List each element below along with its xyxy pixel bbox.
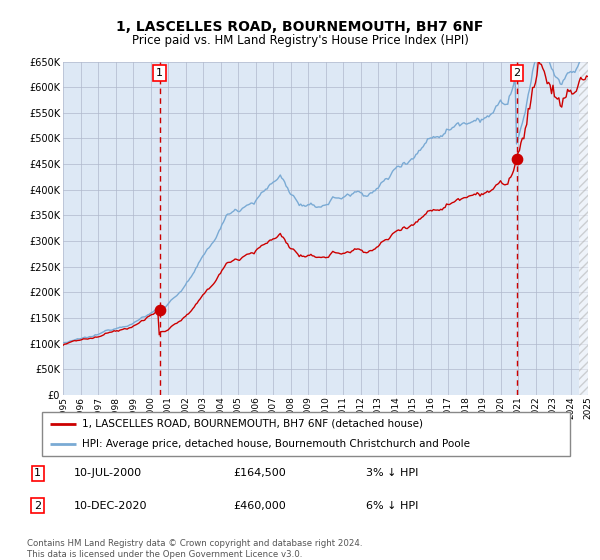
Text: Contains HM Land Registry data © Crown copyright and database right 2024.
This d: Contains HM Land Registry data © Crown c…	[27, 539, 362, 559]
Text: 10-JUL-2000: 10-JUL-2000	[74, 468, 142, 478]
FancyBboxPatch shape	[42, 412, 570, 456]
Text: 1: 1	[156, 68, 163, 78]
Text: 1, LASCELLES ROAD, BOURNEMOUTH, BH7 6NF: 1, LASCELLES ROAD, BOURNEMOUTH, BH7 6NF	[116, 20, 484, 34]
Text: HPI: Average price, detached house, Bournemouth Christchurch and Poole: HPI: Average price, detached house, Bour…	[82, 439, 470, 449]
Text: 2: 2	[34, 501, 41, 511]
Text: £460,000: £460,000	[234, 501, 287, 511]
Text: £164,500: £164,500	[234, 468, 287, 478]
Text: 6% ↓ HPI: 6% ↓ HPI	[366, 501, 419, 511]
Text: 10-DEC-2020: 10-DEC-2020	[74, 501, 147, 511]
Text: 1, LASCELLES ROAD, BOURNEMOUTH, BH7 6NF (detached house): 1, LASCELLES ROAD, BOURNEMOUTH, BH7 6NF …	[82, 419, 422, 429]
Bar	[579, 62, 588, 395]
Point	[512, 155, 522, 164]
Text: 1: 1	[34, 468, 41, 478]
Point	[155, 306, 164, 315]
Text: 2: 2	[514, 68, 521, 78]
Text: 3% ↓ HPI: 3% ↓ HPI	[366, 468, 419, 478]
Text: Price paid vs. HM Land Registry's House Price Index (HPI): Price paid vs. HM Land Registry's House …	[131, 34, 469, 46]
